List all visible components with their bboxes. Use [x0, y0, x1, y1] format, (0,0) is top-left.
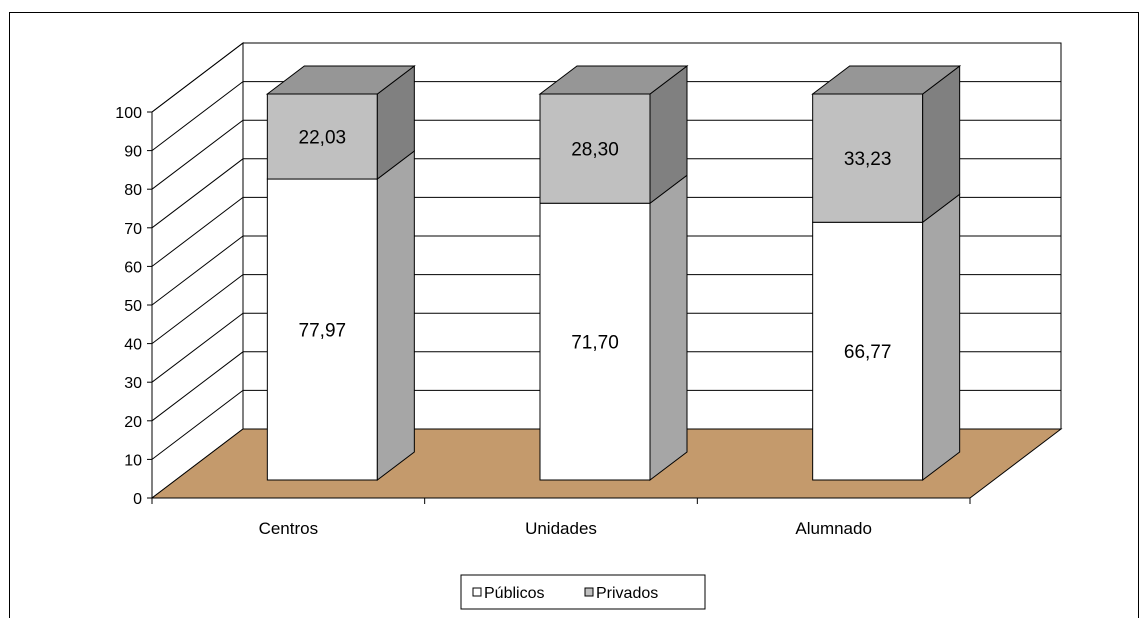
legend-swatch: [472, 587, 482, 597]
data-label: 33,23: [844, 149, 892, 170]
data-label: 22,03: [299, 128, 347, 149]
gridline-50: [151, 235, 1061, 306]
bars: [265, 64, 962, 482]
bar-privados-centros: [266, 93, 378, 180]
bar-top: [811, 65, 962, 95]
bar-side-públicos: [376, 150, 415, 482]
data-label: 28,30: [571, 140, 619, 161]
legend-label: Privados: [596, 585, 658, 602]
y-tick-label: 30: [124, 375, 142, 392]
y-tick-label: 80: [124, 182, 142, 199]
bar-públicos-centros: [266, 178, 378, 481]
gridline-100: [151, 42, 1061, 113]
bar-top: [265, 65, 416, 95]
y-tick-label: 50: [124, 298, 142, 315]
x-category-label: Alumnado: [795, 519, 872, 538]
chart-frame: [9, 12, 1139, 618]
legend-box: [460, 574, 706, 610]
y-tick-label: 60: [124, 259, 142, 276]
gridline-10: [151, 389, 1061, 460]
bar-top: [538, 65, 689, 95]
data-label: 71,70: [571, 333, 619, 354]
bar-públicos-unidades: [539, 202, 651, 481]
y-tick-label: 90: [124, 144, 142, 161]
bar-públicos-alumnado: [812, 221, 924, 481]
gridlines: [151, 42, 1061, 460]
bar-privados-unidades: [539, 93, 651, 204]
gridline-90: [151, 81, 1061, 151]
x-category-label: Centros: [259, 519, 319, 538]
axes: 0 10 20 30 40 50 60 70 80 90 100 Centros Unidades Alu…: [115, 105, 971, 538]
bar-side-públicos: [649, 174, 688, 482]
data-label: 77,97: [299, 321, 347, 342]
legend-label: Públicos: [484, 585, 544, 602]
y-tick-label: 20: [124, 414, 142, 431]
bar-side-públicos: [922, 193, 961, 482]
y-tick-label: 0: [133, 491, 142, 508]
bar-privados-alumnado: [812, 93, 924, 223]
gridline-30: [151, 312, 1061, 383]
data-labels: 77,97 22,03 71,70 28,30 66,77 33,23: [299, 128, 892, 364]
gridline-60: [151, 196, 1061, 267]
y-tick-label: 100: [115, 105, 142, 122]
gridline-80: [151, 119, 1061, 190]
y-tick-label: 40: [124, 337, 142, 354]
legend-swatch: [584, 587, 594, 597]
y-tick-label: 10: [124, 452, 142, 469]
gridline-70: [151, 158, 1061, 229]
gridline-40: [151, 274, 1061, 344]
x-category-label: Unidades: [525, 519, 597, 538]
data-label: 66,77: [844, 342, 892, 363]
y-tick-label: 70: [124, 221, 142, 238]
gridline-20: [151, 351, 1061, 422]
legend: Públicos Privados: [460, 574, 706, 610]
